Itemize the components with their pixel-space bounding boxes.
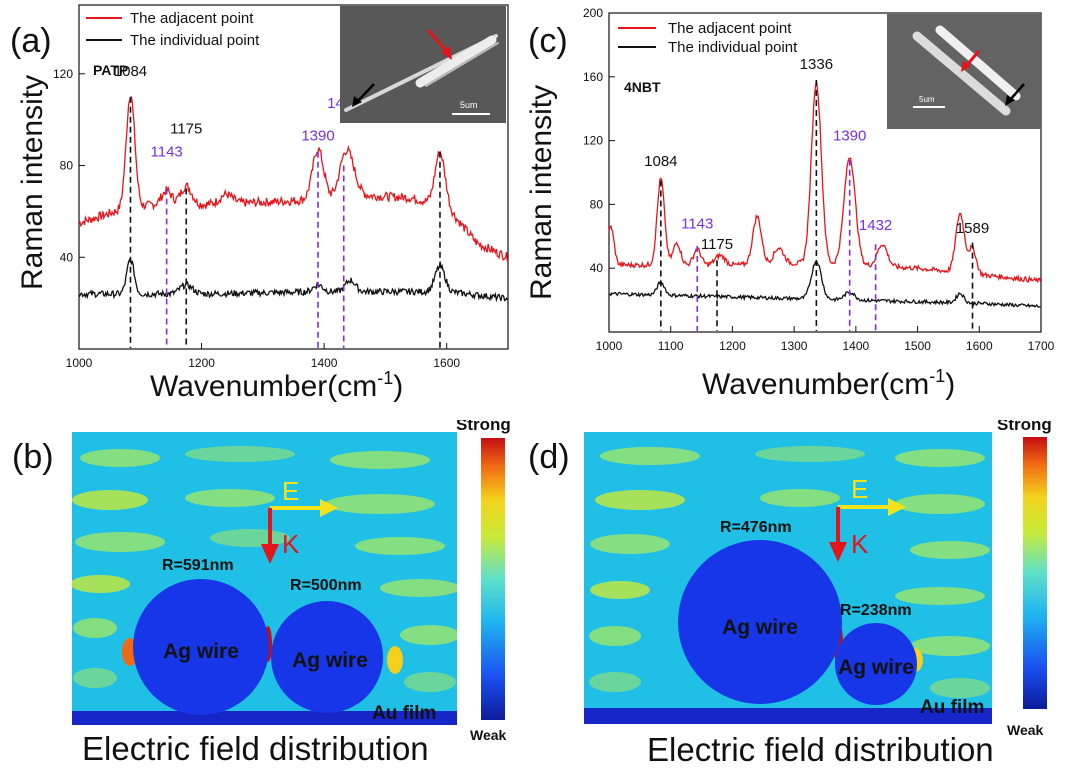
ag-wire-left — [678, 540, 842, 704]
y-tick-label: 120 — [53, 67, 73, 81]
scale-bar-label: 5um — [460, 100, 478, 110]
y-axis-title: Raman intensity — [525, 85, 558, 300]
x-tick-label: 1200 — [719, 339, 746, 353]
legend: The adjacent point The individual point — [618, 20, 798, 56]
peak-label: 1084 — [114, 63, 147, 80]
x-tick-label: 1600 — [433, 356, 460, 370]
x-tick-label: 1000 — [596, 339, 623, 353]
legend-label-individual: The individual point — [668, 39, 798, 56]
panel-label-c: (c) — [528, 22, 568, 60]
ag-wire-right — [271, 601, 383, 713]
x-axis-title: Wavenumber(cm-1) — [150, 368, 403, 403]
y-axis-title: Raman intensity — [16, 75, 49, 290]
k-vector-arrow-icon — [261, 508, 279, 564]
molecule-label: PATP — [93, 62, 128, 78]
radius-label-left: R=591nm — [162, 557, 234, 574]
colorbar-bottom-label: Weak — [470, 727, 507, 743]
field-map — [72, 432, 457, 725]
colorbar-top-label: Strong — [456, 420, 511, 434]
y-tick-label: 120 — [583, 134, 603, 148]
field-simulation-b: Ag wire Ag wire R=591nm R=500nm Au film … — [72, 420, 511, 767]
x-tick-label: 1200 — [188, 356, 215, 370]
ag-wire-left — [133, 579, 269, 715]
wire-label-right: Ag wire — [838, 656, 914, 679]
x-tick-label: 1500 — [904, 339, 931, 353]
plot-frame — [78, 4, 509, 350]
legend-label-individual: The individual point — [130, 32, 260, 49]
x-tick-label: 1400 — [843, 339, 870, 353]
peak-label: 1390 — [833, 128, 866, 145]
legend-label-adjacent: The adjacent point — [130, 10, 254, 27]
y-tick-label: 80 — [60, 159, 74, 173]
black-arrow-icon — [1005, 83, 1025, 106]
peak-label: 1084 — [644, 153, 677, 170]
panel-label-b: (b) — [12, 438, 54, 476]
k-label: K — [851, 529, 869, 559]
caption: Electric field distribution — [647, 731, 994, 768]
panel-label-a: (a) — [10, 22, 52, 60]
colorbar — [481, 438, 505, 720]
raman-chart-a: 1000 1200 1400 1600 40 80 120 1084 1143 1175 1390… — [16, 4, 509, 403]
legend-label-adjacent: The adjacent point — [668, 20, 792, 37]
wire-label-right: Ag wire — [292, 649, 368, 672]
e-label: E — [851, 474, 868, 504]
x-tick-label: 1100 — [658, 339, 684, 353]
legend: The adjacent point The individual point — [86, 10, 260, 49]
e-label: E — [282, 476, 299, 506]
peak-label: 1175 — [170, 120, 202, 137]
x-tick-label: 1300 — [781, 339, 808, 353]
e-field-arrow-icon — [270, 499, 338, 517]
scale-bar-label: 5um — [919, 95, 935, 104]
molecule-label: 4NBT — [624, 79, 661, 95]
series-line-individual — [78, 258, 508, 303]
x-tick-label: 1600 — [966, 339, 993, 353]
radius-label-right: R=500nm — [290, 577, 362, 594]
x-axis-title: Wavenumber(cm-1) — [702, 366, 955, 401]
series-line-adjacent — [78, 95, 509, 262]
ag-wire-right — [835, 623, 917, 705]
peak-label: 1143 — [151, 143, 183, 160]
x-tick-label: 1000 — [66, 356, 93, 370]
peak-label: 1175 — [701, 236, 733, 253]
peak-label: 1143 — [681, 215, 713, 232]
series-line-adjacent — [608, 80, 1042, 283]
radius-label-left: R=476nm — [720, 519, 792, 536]
field-simulation-d: Ag wire Ag wire R=476nm R=238nm Au film … — [584, 420, 1052, 768]
film-label: Au film — [372, 703, 436, 724]
peak-label: 1589 — [956, 220, 989, 237]
red-arrow-icon — [426, 29, 452, 60]
wire-label-left: Ag wire — [722, 616, 798, 639]
k-vector-arrow-icon — [829, 507, 847, 562]
sem-inset-image: 5um — [340, 6, 506, 123]
peak-label: 1432 — [859, 217, 892, 234]
plot-frame — [608, 12, 1042, 333]
k-label: K — [282, 529, 300, 559]
x-tick-label: 1700 — [1028, 339, 1055, 353]
x-tick-label: 1400 — [311, 356, 338, 370]
colorbar-bottom-label: Weak — [1007, 722, 1044, 738]
radius-label-right: R=238nm — [840, 602, 912, 619]
y-tick-label: 160 — [583, 70, 603, 84]
peak-label: 1336 — [800, 56, 833, 73]
colorbar — [1023, 437, 1047, 709]
panel-label-d: (d) — [528, 438, 570, 476]
y-tick-label: 200 — [583, 6, 603, 20]
wire-label-left: Ag wire — [163, 640, 239, 663]
film-label: Au film — [920, 697, 984, 718]
e-field-arrow-icon — [838, 498, 906, 516]
sem-inset-image: 5um — [887, 14, 1041, 129]
black-arrow-icon — [352, 83, 375, 107]
raman-chart-c: 1000 1100 1200 1300 1400 1500 1600 1700 40 80 120 1… — [525, 6, 1055, 401]
red-arrow-icon — [961, 50, 981, 72]
series-line-individual — [608, 259, 1041, 309]
colorbar-top-label: Strong — [997, 420, 1052, 434]
caption: Electric field distribution — [82, 730, 429, 767]
y-tick-label: 40 — [590, 261, 604, 275]
peak-label: 1390 — [301, 127, 334, 144]
y-tick-label: 80 — [590, 197, 604, 211]
y-tick-label: 40 — [60, 250, 74, 264]
